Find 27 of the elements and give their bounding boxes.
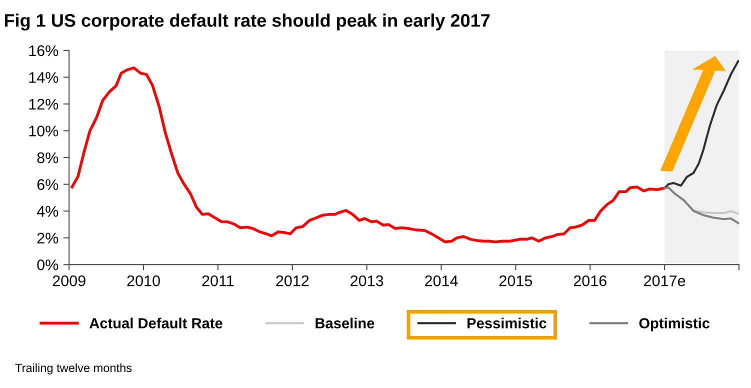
x-tick-label: 2017e (644, 275, 686, 286)
y-tick-label: 12% (29, 98, 58, 110)
x-tick-label: 2014 (425, 275, 458, 286)
x-tick-label: 2015 (499, 275, 532, 286)
x-tick-label: 2013 (350, 275, 384, 286)
y-tick-label: 4% (36, 206, 58, 217)
text: Trailing twelve months (15, 363, 132, 374)
y-tick-label: 16% (29, 45, 58, 56)
y-tick-label: 14% (29, 72, 58, 83)
legend-label: Optimistic (639, 318, 710, 332)
y-tick-label: 6% (37, 179, 58, 190)
x-tick-label: 2010 (127, 275, 160, 286)
y-tick-label: 2% (37, 232, 58, 244)
legend-label: Pessimistic (468, 318, 546, 328)
y-tick-label: 0% (37, 259, 58, 270)
x-tick-label: 2009 (52, 275, 86, 286)
line-series (70, 66, 666, 244)
x-tick-label: 2016 (574, 275, 606, 286)
legend-label: Baseline (316, 318, 374, 328)
x-tick-label: 2012 (276, 275, 309, 286)
x-tick-label: 2011 (202, 275, 234, 286)
y-tick-label: 10% (29, 126, 58, 136)
legend-label: Actual Default Rate (89, 318, 222, 328)
line-series (664, 186, 739, 224)
chart-title: Fig 1 US corporate default rate should peak in early 2017 (4, 14, 490, 30)
y-tick-label: 8% (37, 152, 58, 164)
line-series (664, 60, 739, 190)
